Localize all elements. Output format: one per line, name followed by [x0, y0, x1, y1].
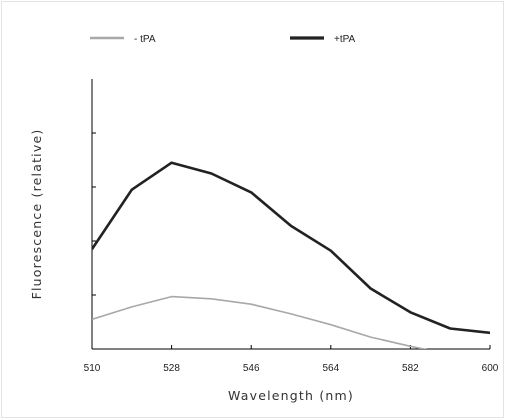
series-line	[92, 295, 428, 349]
x-tick-label: 510	[84, 363, 101, 374]
x-tick-label: 600	[482, 363, 499, 374]
y-ticks	[92, 132, 96, 296]
y-axis-title: Fluorescence (relative)	[29, 129, 44, 300]
legend-label: - tPA	[134, 34, 156, 45]
series-line	[92, 161, 490, 335]
legend: - tPA +tPA	[90, 34, 356, 45]
x-ticks: 510 528 546 564 582 600	[84, 345, 499, 374]
x-tick-label: 582	[402, 363, 419, 374]
axes	[91, 79, 490, 350]
legend-label: +tPA	[334, 34, 356, 45]
series-lines	[92, 161, 490, 349]
x-tick-label: 564	[322, 363, 339, 374]
x-axis-title: Wavelength (nm)	[228, 388, 354, 403]
x-tick-label: 528	[163, 363, 180, 374]
x-tick-label: 546	[243, 363, 260, 374]
